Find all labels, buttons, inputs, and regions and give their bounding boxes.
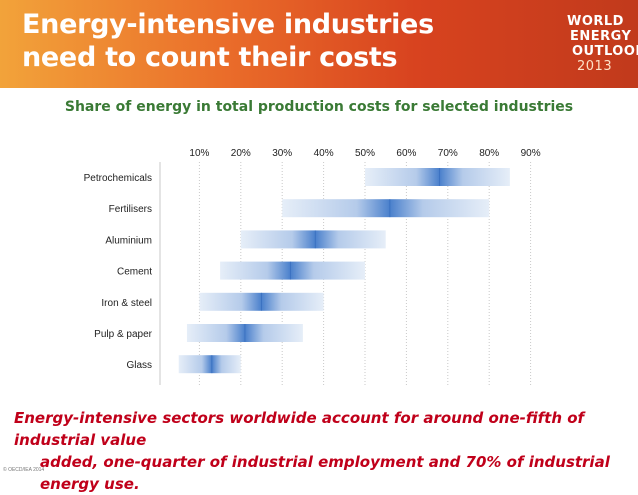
logo-line-world: WORLD [567, 14, 624, 29]
category-label: Iron & steel [101, 298, 152, 309]
x-tick-label: 90% [521, 148, 541, 159]
title-banner: Energy-intensive industries need to coun… [0, 0, 638, 88]
category-label: Cement [117, 267, 152, 278]
category-label: Fertilisers [109, 204, 152, 215]
x-tick-label: 40% [314, 148, 334, 159]
x-tick-label: 80% [479, 148, 499, 159]
range-bar [178, 355, 241, 374]
category-label: Aluminium [105, 235, 152, 246]
chart-title: Share of energy in total production cost… [64, 99, 574, 115]
x-tick-label: 20% [231, 148, 251, 159]
x-tick-label: 70% [438, 148, 458, 159]
range-bar-chart: 10% 20% 30% 40% 50% 60% 70% 80% 90% Petrochemica… [84, 148, 541, 385]
x-tick-label: 30% [272, 148, 292, 159]
weo-logo: WORLD ENERGY OUTLOOK 2013 [567, 14, 638, 74]
x-tick-label: 10% [189, 148, 209, 159]
x-tick-label: 50% [355, 148, 375, 159]
category-label: Pulp & paper [94, 329, 152, 340]
logo-line-year: 2013 [577, 59, 613, 74]
logo-line-outlook: OUTLOOK [572, 44, 638, 59]
category-label: Petrochemicals [84, 173, 152, 184]
copyright: © OECD/IEA 2014 [3, 467, 45, 473]
range-bar [220, 261, 365, 280]
range-bar [240, 230, 386, 249]
logo-line-energy: ENERGY [570, 29, 632, 44]
range-bar [365, 168, 510, 186]
caption: Energy-intensive sectors worldwide accou… [14, 407, 629, 495]
range-bar [282, 199, 490, 218]
caption-line-2: added, one-quarter of industrial employm… [40, 453, 610, 493]
slide-title: Energy-intensive industries need to coun… [22, 9, 434, 73]
caption-line-1: Energy-intensive sectors worldwide accou… [14, 409, 585, 449]
category-label: Glass [126, 360, 152, 371]
x-tick-label: 60% [396, 148, 416, 159]
